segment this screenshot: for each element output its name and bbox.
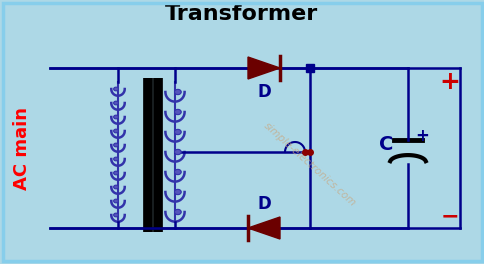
Ellipse shape [113,171,118,175]
Ellipse shape [113,143,118,147]
Ellipse shape [113,87,118,91]
Ellipse shape [174,109,181,115]
Text: +: + [414,127,428,145]
Ellipse shape [174,209,181,215]
Ellipse shape [113,115,118,119]
Polygon shape [247,217,279,239]
Ellipse shape [113,157,118,161]
Ellipse shape [113,101,118,105]
Ellipse shape [174,169,181,175]
Ellipse shape [174,189,181,195]
Text: simple-electronics.com: simple-electronics.com [261,121,357,209]
Ellipse shape [113,185,118,189]
Ellipse shape [174,89,181,95]
Text: +: + [439,70,459,94]
Ellipse shape [113,129,118,133]
Ellipse shape [174,149,181,155]
Ellipse shape [113,199,118,203]
Ellipse shape [113,213,118,217]
Ellipse shape [174,129,181,135]
Text: D: D [257,83,271,101]
Text: C: C [378,134,393,153]
Text: −: − [440,206,458,226]
Text: D: D [257,195,271,213]
Text: Transformer: Transformer [165,4,318,24]
Text: AC main: AC main [13,106,31,190]
Polygon shape [247,57,279,79]
